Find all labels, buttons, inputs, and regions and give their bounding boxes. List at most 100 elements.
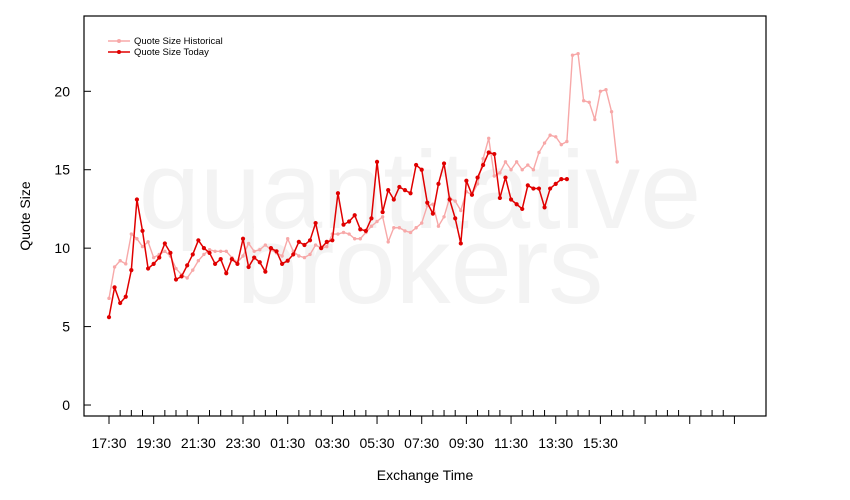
data-point-historical: [246, 241, 251, 246]
data-point-historical: [241, 254, 245, 258]
data-point-today: [564, 177, 569, 182]
data-point-today: [458, 241, 463, 246]
data-point-today: [145, 266, 151, 271]
data-point-historical: [414, 226, 418, 230]
x-tick-label: 19:30: [136, 435, 171, 451]
data-point-today: [190, 252, 195, 257]
legend-label-historical: Quote Size Historical: [134, 36, 223, 47]
data-point-historical: [475, 182, 480, 186]
data-point-historical: [129, 232, 134, 236]
x-tick-label: 17:30: [91, 435, 126, 451]
data-point-today: [157, 255, 162, 260]
data-point-today: [447, 197, 452, 202]
data-point-today: [201, 246, 207, 251]
data-point-today: [263, 269, 268, 274]
data-point-today: [112, 285, 117, 290]
data-point-historical: [135, 237, 139, 241]
data-point-historical: [408, 230, 413, 235]
data-point-historical: [263, 243, 268, 247]
data-point-today: [414, 162, 419, 168]
data-point-today: [240, 236, 246, 241]
data-point-historical: [559, 142, 564, 147]
data-point-historical: [163, 249, 167, 253]
x-tick-label: 23:30: [225, 435, 260, 451]
data-point-today: [218, 257, 223, 262]
data-point-historical: [492, 174, 496, 178]
data-point-today: [134, 197, 140, 202]
data-point-today: [380, 209, 385, 215]
x-tick-label: 01:30: [270, 435, 305, 451]
data-point-historical: [325, 244, 329, 249]
y-tick-label: 5: [62, 319, 70, 335]
plot-frame: [83, 15, 767, 417]
data-point-historical: [358, 237, 362, 241]
data-point-historical: [213, 249, 217, 253]
y-axis: 0 5 10 15 20: [54, 83, 91, 413]
data-point-historical: [526, 163, 530, 167]
data-point-today: [481, 162, 486, 168]
data-point-historical: [615, 160, 619, 164]
data-point-today: [296, 239, 301, 244]
data-point-historical: [347, 232, 351, 236]
data-point-historical: [397, 226, 402, 230]
data-point-historical: [107, 296, 111, 301]
data-point-historical: [587, 100, 591, 104]
data-point-historical: [570, 53, 575, 57]
data-point-today: [185, 263, 190, 268]
data-point-today: [475, 175, 480, 180]
x-tick-label: 03:30: [315, 435, 350, 451]
data-point-historical: [565, 139, 569, 144]
data-point-historical: [118, 259, 122, 263]
data-point-today: [503, 175, 508, 180]
data-point-today: [313, 220, 318, 226]
watermark-line-2: brokers: [237, 204, 604, 327]
data-point-historical: [459, 208, 463, 213]
data-point-today: [268, 246, 274, 251]
x-axis-title: Exchange Time: [377, 467, 474, 483]
data-point-today: [179, 274, 184, 279]
data-point-today: [302, 242, 307, 248]
data-point-historical: [191, 268, 195, 272]
data-point-historical: [297, 254, 301, 258]
data-point-today: [419, 167, 424, 172]
data-point-today: [453, 216, 458, 221]
data-point-historical: [442, 215, 446, 219]
data-point-historical: [520, 168, 524, 172]
legend-item-today: Quote Size Today: [108, 47, 209, 58]
data-point-historical: [313, 243, 318, 247]
data-point-historical: [498, 171, 502, 175]
data-point-today: [330, 238, 335, 243]
data-point-historical: [487, 136, 491, 141]
x-tick-label: 09:30: [449, 435, 484, 451]
legend-marker-today: [117, 50, 121, 54]
data-point-today: [358, 227, 363, 232]
data-point-today: [252, 255, 257, 260]
data-point-historical: [576, 51, 580, 56]
data-point-today: [274, 249, 279, 254]
data-point-historical: [353, 237, 357, 241]
data-point-today: [280, 261, 285, 266]
data-point-historical: [420, 221, 424, 225]
data-point-today: [397, 184, 402, 190]
data-point-historical: [509, 168, 513, 172]
data-point-today: [162, 241, 167, 246]
data-point-today: [402, 188, 408, 193]
data-point-historical: [202, 252, 206, 257]
data-point-today: [123, 294, 128, 299]
data-point-today: [542, 205, 547, 210]
data-point-historical: [604, 88, 608, 92]
data-point-historical: [514, 160, 519, 164]
data-point-today: [548, 186, 553, 191]
data-point-historical: [258, 248, 262, 252]
data-point-today: [341, 222, 346, 227]
data-point-historical: [531, 168, 536, 172]
data-point-historical: [481, 157, 485, 161]
data-point-today: [425, 200, 430, 205]
data-point-historical: [112, 265, 117, 269]
data-point-today: [246, 264, 251, 270]
data-point-today: [319, 246, 324, 251]
data-point-historical: [375, 219, 379, 224]
data-point-historical: [252, 249, 256, 253]
data-point-historical: [380, 215, 385, 219]
data-point-today: [151, 261, 156, 266]
